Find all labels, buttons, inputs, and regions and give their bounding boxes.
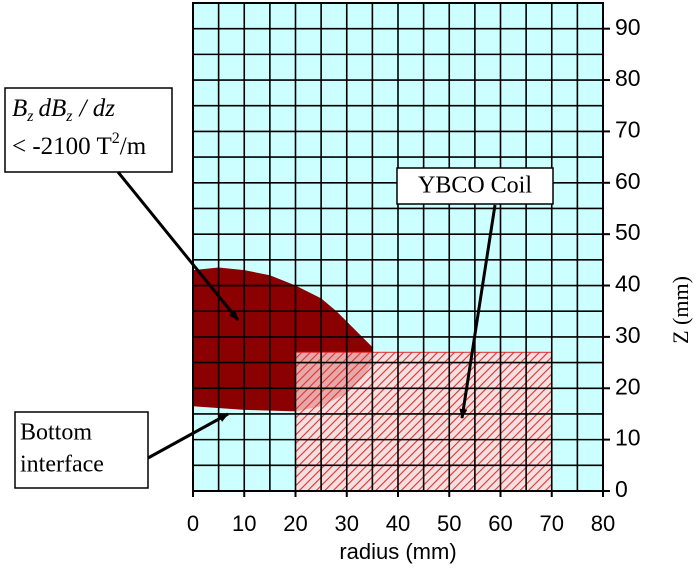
- y-tick-label: 70: [615, 116, 641, 142]
- annotation-text: < -2100 T2/m: [12, 130, 147, 160]
- annotation-text: YBCO Coil: [418, 173, 532, 199]
- x-tick-label: 80: [591, 511, 615, 536]
- x-tick-label: 50: [437, 511, 461, 536]
- annotation-text: / dz: [78, 95, 116, 122]
- annotation-text: /m: [120, 133, 147, 160]
- y-tick-label: 30: [615, 322, 641, 348]
- annotation-text: 2: [112, 130, 120, 147]
- annotation-text: Bottom: [20, 420, 92, 446]
- annotation-text: B: [12, 95, 27, 122]
- annotation-text: z: [65, 108, 73, 125]
- y-tick-label: 40: [615, 271, 641, 297]
- annotation-text: Bz dBz / dz: [12, 95, 115, 125]
- y-axis-label: Z (mm): [668, 276, 693, 344]
- annotation-text: < -2100 T: [12, 133, 112, 160]
- arrow: [116, 171, 240, 321]
- annotation-text: z: [26, 108, 34, 125]
- y-tick-label: 10: [615, 425, 641, 451]
- x-tick-label: 70: [540, 511, 564, 536]
- annotation-box: [4, 87, 173, 173]
- x-tick-label: 10: [232, 511, 256, 536]
- y-tick-label: 20: [615, 373, 641, 399]
- x-tick-label: 40: [386, 511, 410, 536]
- y-tick-label: 60: [615, 168, 641, 194]
- arrow: [459, 204, 497, 419]
- x-tick-label: 0: [187, 511, 199, 536]
- y-tick-label: 0: [615, 476, 628, 502]
- x-tick-label: 30: [335, 511, 359, 536]
- y-tick-label: 80: [615, 65, 641, 91]
- annotation-box: [396, 167, 554, 205]
- x-tick-label: 20: [283, 511, 307, 536]
- annotation-text: interface: [20, 452, 104, 478]
- x-tick-label: 60: [488, 511, 512, 536]
- arrow: [147, 412, 229, 460]
- annotation-box: [14, 411, 149, 489]
- y-tick-label: 50: [615, 219, 641, 245]
- x-axis-label: radius (mm): [339, 539, 456, 564]
- y-tick-label: 90: [615, 14, 641, 40]
- annotation-text: dB: [39, 95, 67, 122]
